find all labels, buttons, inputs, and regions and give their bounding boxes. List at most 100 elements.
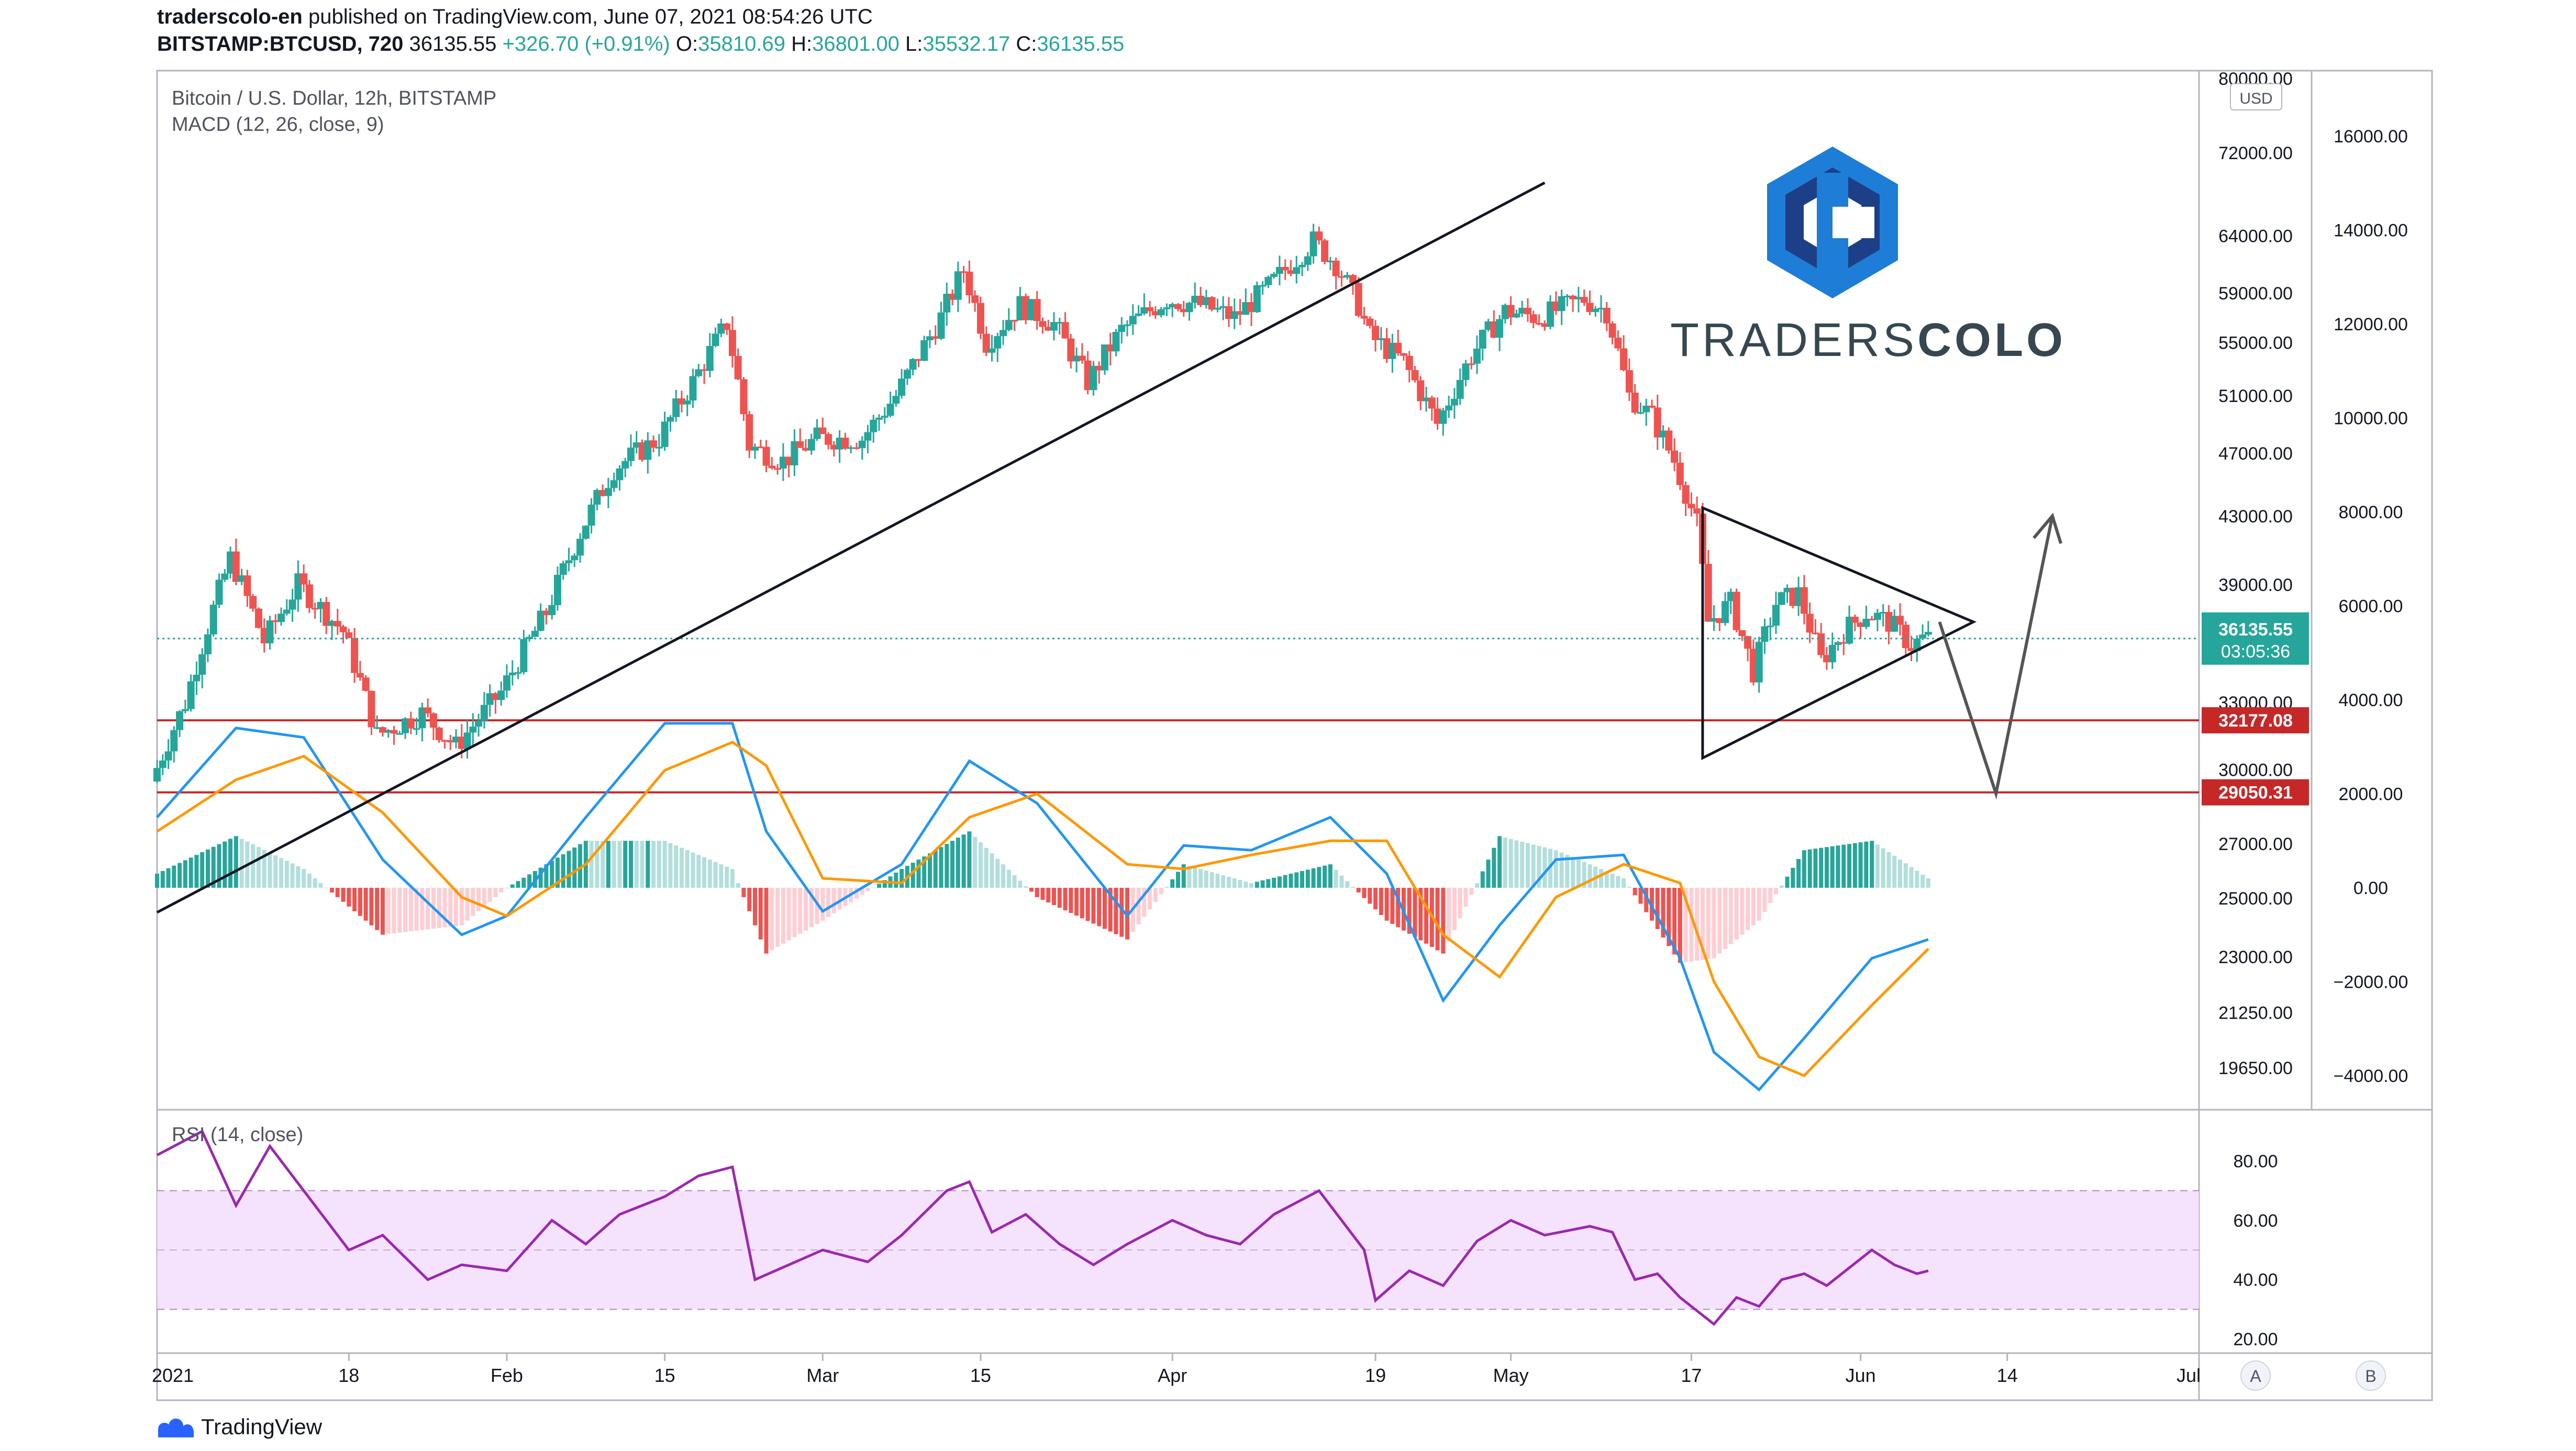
candle-body (1197, 296, 1205, 305)
candle-body (1027, 299, 1035, 320)
candle-body (661, 421, 669, 447)
candle-body (1338, 276, 1346, 278)
macd-histogram-bar (1909, 867, 1914, 888)
candle-body (1298, 264, 1306, 267)
candle-body (1005, 320, 1013, 330)
macd-histogram-bar (1599, 869, 1604, 888)
macd-line (156, 722, 1929, 1092)
candle-body (695, 369, 703, 376)
horizontal-levels[interactable]: 32177.08 29050.31 (157, 707, 2309, 806)
last-price: 36135.55 (409, 32, 497, 55)
candle-body (949, 294, 957, 300)
candle-body (1230, 311, 1238, 319)
open-label: O: (675, 32, 698, 55)
macd-histogram-bar (831, 888, 836, 913)
candle-body (1349, 275, 1357, 283)
macd-histogram-bar (1886, 852, 1891, 888)
candle-body (1039, 321, 1047, 327)
macd-histogram-bar (1751, 888, 1756, 925)
macd-histogram-bar (1667, 888, 1671, 946)
macd-histogram-bar (448, 888, 453, 927)
candle-body (1524, 307, 1531, 315)
candle-body (390, 730, 398, 734)
candle-body (796, 441, 804, 448)
level-label-box (2202, 779, 2309, 806)
level-label: 29050.31 (2218, 783, 2293, 803)
macd-histogram-bar (1458, 888, 1462, 919)
macd-histogram-bar (1334, 869, 1338, 888)
triangle-pattern[interactable] (1701, 506, 1977, 761)
macd-histogram-bar (707, 860, 712, 888)
tradingview-footer[interactable]: TradingView (157, 1414, 322, 1439)
candle-body (740, 379, 748, 415)
macd-histogram-bar (544, 864, 549, 888)
macd-histogram-bar (352, 888, 357, 911)
candle-body (1755, 642, 1763, 683)
macd-histogram-bar (1723, 888, 1728, 949)
candle-body (1783, 587, 1791, 593)
macd-histogram-bar (1085, 888, 1090, 921)
macd-histogram-bar (1852, 843, 1857, 888)
candle-body (1682, 485, 1690, 504)
macd-histogram-bar (646, 841, 650, 888)
candle-body (1275, 266, 1283, 274)
candle-body (317, 601, 325, 609)
candle-body (1473, 349, 1481, 364)
author-name[interactable]: traderscolo-en (157, 5, 303, 28)
candle-body (954, 271, 962, 300)
candle-body (492, 693, 499, 700)
candle-body (841, 438, 849, 449)
candle-body (1846, 617, 1853, 644)
candle-body (1405, 355, 1413, 370)
candle-body (486, 693, 494, 705)
candle-body (1902, 624, 1909, 649)
candle-body (1710, 618, 1718, 622)
candle-body (870, 419, 878, 432)
candle-body (272, 620, 280, 622)
macd-histogram-bar (1565, 855, 1570, 888)
macd-histogram-bar (1734, 888, 1739, 940)
price-axis[interactable]: 80000.0072000.0064000.0059000.0055000.00… (2218, 69, 2293, 1078)
rsi-axis[interactable]: 80.00 60.00 40.00 20.00 (2233, 1152, 2278, 1349)
macd-histogram-bar (736, 883, 740, 888)
candle-body (1800, 587, 1808, 614)
candle-body (209, 605, 217, 634)
macd-histogram-bar (1328, 864, 1333, 888)
candle-body (768, 465, 776, 468)
candle-body (1377, 338, 1385, 340)
macd-histogram-bar (939, 847, 943, 888)
candle-body (1733, 591, 1740, 630)
candle-body (435, 728, 443, 740)
last-price-label[interactable]: 36135.55 03:05:36 (2202, 612, 2309, 665)
candle-body (1547, 301, 1555, 327)
time-axis[interactable]: 2021 18 Feb 15 Mar 15 Apr 19 May 17 Jun 14 Jul (152, 1353, 2201, 1386)
macd-histogram-bar (922, 856, 927, 888)
candle-body (931, 336, 939, 339)
macd-histogram-bar (1413, 888, 1417, 937)
currency-badge[interactable] (2230, 83, 2282, 110)
macd-histogram-bar (651, 841, 656, 888)
macd-histogram-bar (1870, 841, 1874, 888)
macd-histogram-bar (1159, 888, 1163, 895)
macd-histogram-bar (194, 855, 199, 888)
projection-path[interactable] (1938, 516, 2054, 800)
macd-histogram-bar (1497, 836, 1502, 888)
candle-body (266, 620, 274, 644)
macd-histogram-bar (758, 888, 763, 940)
candle-body (1411, 370, 1419, 381)
macd-histogram-bar (1582, 862, 1586, 888)
macd-histogram-bar (713, 862, 718, 888)
currency-label: USD (2239, 90, 2272, 107)
macd-axis[interactable]: 16000.00 14000.00 12000.00 10000.00 8000.00 6… (2334, 127, 2408, 1086)
candle-body (1597, 308, 1605, 310)
candle-body (1264, 276, 1272, 285)
candle-body (1146, 307, 1154, 311)
candle-body (1637, 412, 1645, 414)
macd-histogram-bar (1272, 877, 1276, 888)
uptrend-line[interactable] (156, 181, 1546, 914)
candle-body (915, 359, 923, 361)
macd-histogram-bar (1915, 870, 1919, 888)
macd-histogram-bar (1266, 879, 1271, 888)
